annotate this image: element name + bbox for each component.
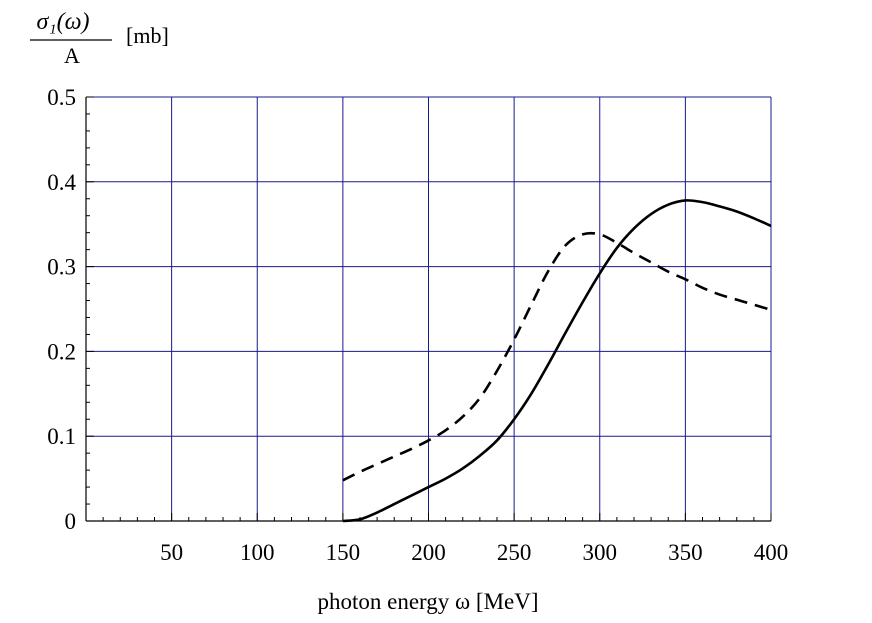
y-tick-label-0.2: 0.2	[47, 339, 76, 364]
y-tick-label-0.5: 0.5	[47, 85, 76, 110]
series	[342, 199, 772, 523]
x-tick-label-350: 350	[668, 540, 703, 565]
y-axis-label-unit: [mb]	[126, 23, 169, 48]
x-tick-label-100: 100	[240, 540, 275, 565]
y-tick-label-0.1: 0.1	[47, 424, 76, 449]
y-axis-label: σ₁(ω) A [mb]	[30, 9, 169, 68]
x-axis-label: photon energy ω [MeV]	[317, 589, 538, 614]
grid	[86, 96, 772, 521]
x-tick-label-50: 50	[160, 540, 183, 565]
x-tick-label-250: 250	[497, 540, 532, 565]
y-axis-label-denominator: A	[64, 43, 80, 68]
x-tick-label-200: 200	[411, 540, 446, 565]
y-axis-label-numerator: σ₁(ω)	[36, 9, 89, 35]
x-tick-label-150: 150	[326, 540, 361, 565]
series-line-dashed	[342, 231, 772, 482]
y-tick-label-0: 0	[65, 509, 77, 534]
tick-labels: 50 100 150 200 250 300 350 400 0 0.1 0.2 0.3 0.4 0.5	[47, 85, 788, 565]
ticks	[86, 96, 772, 521]
x-tick-label-400: 400	[754, 540, 789, 565]
series-line-solid	[342, 199, 772, 523]
x-tick-label-300: 300	[583, 540, 618, 565]
y-tick-label-0.3: 0.3	[47, 255, 76, 280]
y-tick-label-0.4: 0.4	[47, 170, 76, 195]
